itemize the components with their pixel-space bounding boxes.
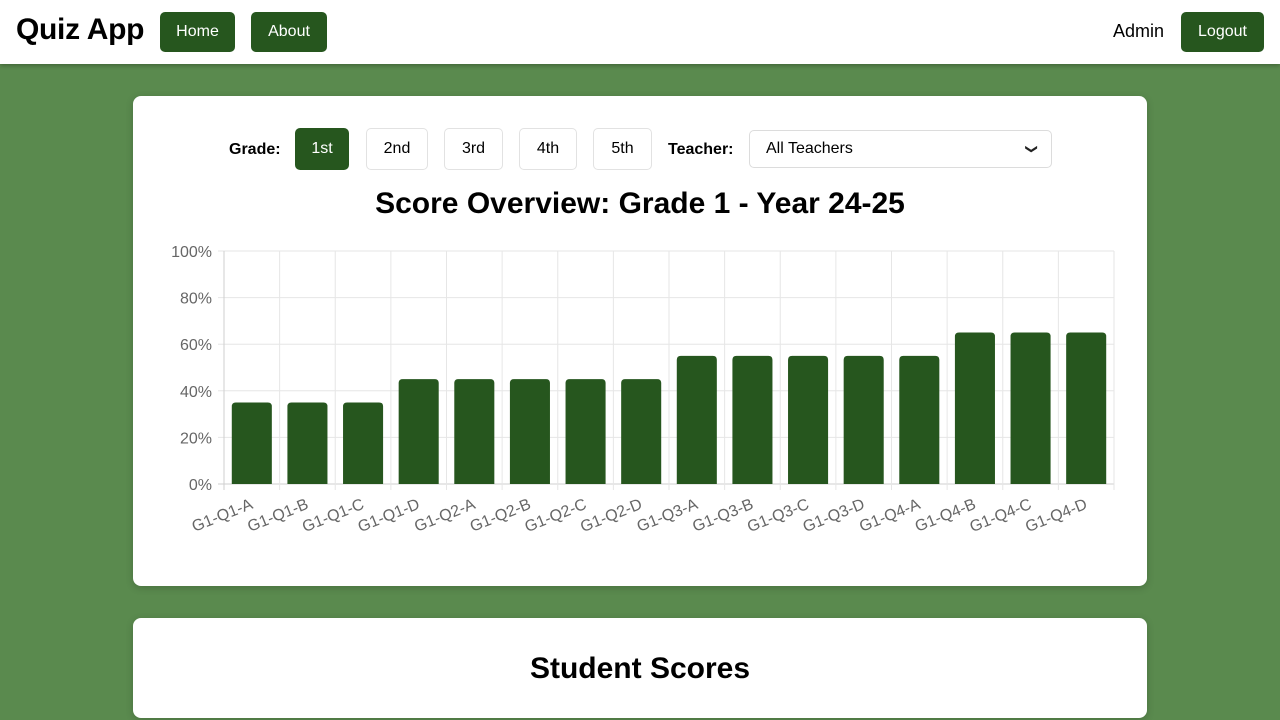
x-tick-label: G1-Q3-C [745, 496, 812, 536]
teacher-select-value: All Teachers [766, 140, 853, 157]
x-tick-label: G1-Q1-B [245, 496, 311, 536]
x-tick-label: G1-Q2-A [412, 496, 478, 536]
about-button[interactable]: About [251, 12, 327, 52]
chart-title: Score Overview: Grade 1 - Year 24-25 [375, 187, 905, 220]
x-tick-label: G1-Q3-B [690, 496, 756, 536]
grade-button-4th[interactable]: 4th [519, 128, 577, 170]
x-tick-label: G1-Q4-A [857, 496, 923, 536]
y-tick-label: 100% [171, 244, 212, 261]
chart-bar [398, 379, 439, 484]
teacher-label: Teacher: [668, 141, 734, 158]
y-tick-label: 20% [180, 430, 212, 447]
y-tick-label: 40% [180, 384, 212, 401]
x-tick-label: G1-Q1-C [300, 496, 367, 536]
chart-bar [621, 379, 662, 484]
chart-bar [676, 355, 717, 484]
chart-bar [231, 402, 272, 484]
x-tick-label: G1-Q3-A [635, 496, 701, 536]
grade-button-3rd[interactable]: 3rd [444, 128, 503, 170]
student-scores-title: Student Scores [529, 652, 751, 685]
chart-bar [565, 379, 606, 484]
grade-button-1st[interactable]: 1st [295, 128, 349, 170]
chart-bar [509, 379, 550, 484]
x-tick-label: G1-Q2-C [523, 496, 590, 536]
teacher-select[interactable]: All Teachers ❯ [749, 130, 1052, 168]
y-tick-label: 60% [180, 337, 212, 354]
student-scores-card: Student Scores [133, 618, 1147, 718]
chart-bar [954, 332, 995, 484]
chart-bar [843, 355, 884, 484]
grade-label: Grade: [229, 141, 281, 158]
home-button[interactable]: Home [160, 12, 235, 52]
x-tick-label: G1-Q2-B [468, 496, 534, 536]
chart-bar [454, 379, 495, 484]
y-tick-label: 80% [180, 291, 212, 308]
score-bar-chart: 0%20%40%60%80%100%G1-Q1-AG1-Q1-BG1-Q1-CG… [171, 244, 1115, 536]
x-tick-label: G1-Q4-C [968, 496, 1035, 536]
chart-bar [732, 355, 773, 484]
grade-button-2nd[interactable]: 2nd [366, 128, 428, 170]
x-tick-label: G1-Q3-D [801, 496, 868, 536]
app-brand: Quiz App [16, 13, 145, 46]
grade-button-5th[interactable]: 5th [593, 128, 652, 170]
x-tick-label: G1-Q4-D [1023, 496, 1090, 536]
x-tick-label: G1-Q2-D [578, 496, 645, 536]
logout-button[interactable]: Logout [1181, 12, 1264, 52]
chart-bar [343, 402, 384, 484]
user-name: Admin [1113, 21, 1165, 41]
score-overview-card: Grade: 1st 2nd 3rd 4th 5th Teacher: All … [133, 96, 1147, 586]
chart-bar [899, 355, 940, 484]
y-tick-label: 0% [189, 477, 212, 494]
chart-bar [1010, 332, 1051, 484]
chart-bar [1066, 332, 1107, 484]
chart-bar [788, 355, 829, 484]
navbar: Quiz App Home About Admin Logout [0, 0, 1280, 64]
chart-bar [287, 402, 328, 484]
x-tick-label: G1-Q4-B [913, 496, 979, 536]
x-tick-label: G1-Q1-D [356, 496, 423, 536]
x-tick-label: G1-Q1-A [190, 496, 256, 536]
